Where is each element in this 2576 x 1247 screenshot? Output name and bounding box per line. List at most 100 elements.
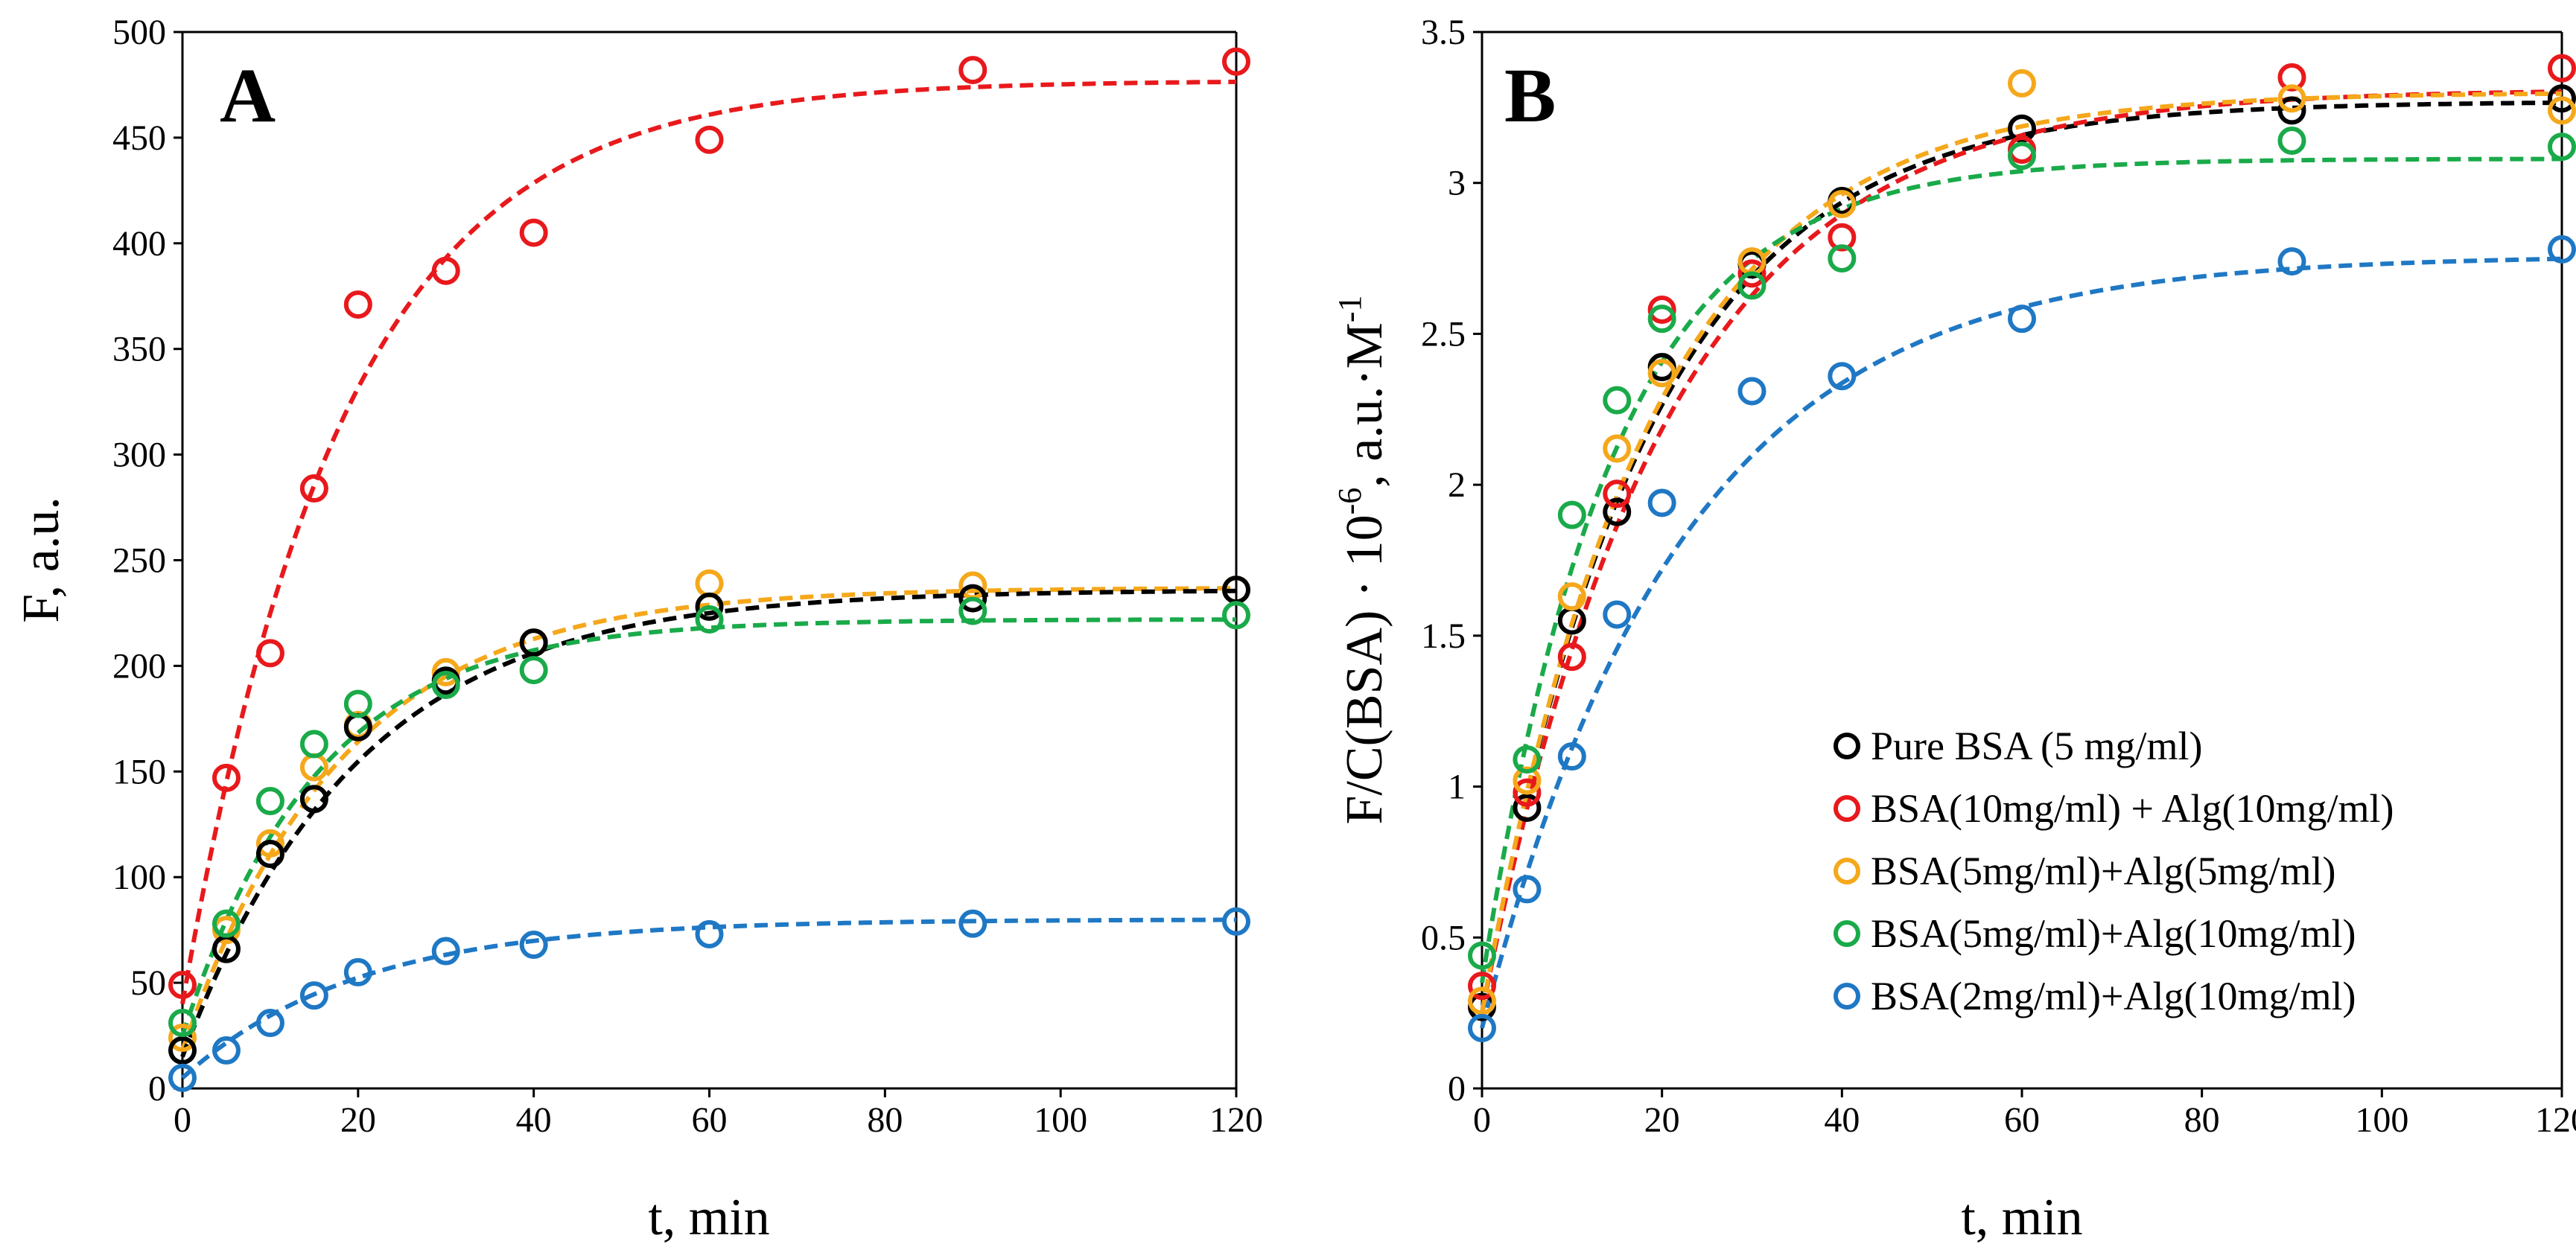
panel-a-point-bsa-10mg-ml-alg-10mg-ml-t90: [958, 56, 988, 85]
panel-a-point-bsa-2mg-ml-alg-10mg-ml-t30: [431, 937, 460, 966]
panel-b-x-axis-title: t, min: [1961, 1189, 2082, 1246]
panel-a-fit-curves: [180, 80, 1237, 1080]
panel-a-point-bsa-5mg-ml-alg-5mg-ml-t30: [431, 657, 460, 686]
panel-a-point-bsa-5mg-ml-alg-10mg-ml-t0: [168, 1009, 197, 1038]
panel-b-point-bsa-5mg-ml-alg-10mg-ml-t10: [1557, 500, 1586, 529]
panel-a-point-bsa-2mg-ml-alg-10mg-ml-t15: [299, 981, 328, 1010]
panel-a-point-bsa-10mg-ml-alg-10mg-ml-t20: [343, 290, 372, 319]
panel-a-point-bsa-10mg-ml-alg-10mg-ml-t120: [1222, 47, 1250, 76]
panel-b-x-tick-label-0: 0: [1473, 1100, 1491, 1140]
panel-a-y-tick-label-50: 50: [130, 963, 166, 1003]
panel-a-y-tick-label-250: 250: [112, 541, 166, 581]
panel-b-point-bsa-5mg-ml-alg-10mg-ml-t15: [1603, 386, 1632, 415]
panel-a-x-tick-label-80: 80: [867, 1100, 903, 1140]
panel-a-x-axis-title: t, min: [648, 1189, 769, 1246]
panel-a-point-pure-bsa-5-mg-ml-t10: [255, 839, 284, 868]
panel-a-y-tick-label-450: 450: [112, 118, 166, 158]
panel-a-x-tick-label-20: 20: [340, 1100, 376, 1140]
panel-b-ticks: 0 20 40 60 80 100 120 0 0.5 1 1.5 2 2.5 3 3.5: [1421, 13, 2576, 1140]
panel-b-point-pure-bsa-5-mg-ml-t5: [1513, 793, 1542, 822]
panel-b-chart: 0 20 40 60 80 100 120 0 0.5 1 1.5 2 2.5 3 3.5 B t, min…: [1332, 13, 2576, 1246]
panel-a-point-bsa-5mg-ml-alg-10mg-ml-t120: [1222, 601, 1250, 630]
panel-a-point-bsa-2mg-ml-alg-10mg-ml-t90: [958, 909, 988, 938]
panel-a-y-tick-label-400: 400: [112, 224, 166, 264]
panel-a-point-bsa-2mg-ml-alg-10mg-ml-t10: [255, 1009, 284, 1038]
panel-b-x-tick-label-60: 60: [2004, 1100, 2040, 1140]
panel-a-point-bsa-5mg-ml-alg-10mg-ml-t15: [299, 730, 328, 759]
panel-a-fit-pure-bsa-5-mg-ml: [180, 588, 1236, 1058]
panel-a-point-bsa-2mg-ml-alg-10mg-ml-t120: [1222, 907, 1250, 936]
panel-b-point-bsa-5mg-ml-alg-10mg-ml-t120: [2548, 133, 2576, 162]
panel-a-x-tick-label-60: 60: [692, 1100, 728, 1140]
panel-a-point-bsa-5mg-ml-alg-10mg-ml-t30: [431, 670, 460, 699]
panel-b-x-tick-label-40: 40: [1824, 1100, 1860, 1140]
panel-b-point-bsa-5mg-ml-alg-5mg-ml-t15: [1603, 434, 1632, 463]
panel-b-point-bsa-2mg-ml-alg-10mg-ml-t0: [1468, 1013, 1496, 1042]
panel-b-point-bsa-5mg-ml-alg-5mg-ml-t10: [1557, 582, 1586, 611]
panel-b-x-tick-label-80: 80: [2184, 1100, 2220, 1140]
panel-b-y-tick-label-2: 2: [1448, 465, 1466, 505]
panel-b-point-bsa-10mg-ml-alg-10mg-ml-t0: [1468, 972, 1496, 1001]
panel-a-y-tick-label-200: 200: [112, 646, 166, 686]
panel-b-point-bsa-5mg-ml-alg-10mg-ml-t20: [1647, 304, 1676, 334]
panel-a-point-pure-bsa-5-mg-ml-t40: [519, 628, 548, 657]
panel-a-point-bsa-10mg-ml-alg-10mg-ml-t0: [168, 970, 197, 999]
panel-a-point-bsa-10mg-ml-alg-10mg-ml-t30: [431, 256, 460, 285]
panel-b-y-tick-label-3-5: 3.5: [1421, 13, 1466, 52]
panel-b-fit-bsa-2mg-ml-alg-10mg-ml: [1480, 256, 2563, 1029]
panel-b-point-bsa-5mg-ml-alg-10mg-ml-t40: [1828, 244, 1857, 273]
panel-b-point-pure-bsa-5-mg-ml-t120: [2548, 84, 2576, 113]
legend-label-bsa-10mg-ml-alg-10mg-ml: BSA(10mg/ml) + Alg(10mg/ml): [1871, 786, 2394, 831]
panel-b-point-bsa-5mg-ml-alg-5mg-ml-t20: [1647, 359, 1676, 388]
panel-a-fit-bsa-5mg-ml-alg-10mg-ml: [180, 617, 1236, 1036]
panel-b-y-tick-label-0-5: 0.5: [1421, 918, 1466, 957]
panel-a-point-bsa-10mg-ml-alg-10mg-ml-t40: [519, 218, 548, 247]
panel-b-point-bsa-10mg-ml-alg-10mg-ml-t120: [2548, 54, 2576, 83]
legend-marker-bsa-5mg-ml-alg-10mg-ml: [1834, 920, 1860, 947]
panel-b-point-bsa-2mg-ml-alg-10mg-ml-t40: [1828, 362, 1857, 391]
panel-a-point-bsa-2mg-ml-alg-10mg-ml-t20: [343, 957, 372, 986]
panel-b-point-bsa-5mg-ml-alg-10mg-ml-t90: [2277, 126, 2306, 155]
panel-b-point-bsa-5mg-ml-alg-5mg-ml-t60: [2008, 68, 2036, 98]
panel-b-point-bsa-10mg-ml-alg-10mg-ml-t40: [1828, 223, 1857, 252]
panel-b-y-tick-label-2-5: 2.5: [1421, 314, 1466, 354]
panel-b-legend: Pure BSA (5 mg/ml) BSA(10mg/ml) + Alg(10m…: [1834, 724, 2394, 1018]
panel-a-fit-bsa-5mg-ml-alg-5mg-ml: [180, 586, 1237, 1051]
panel-a-point-bsa-5mg-ml-alg-10mg-ml-t5: [212, 909, 241, 938]
panel-a-y-tick-label-500: 500: [112, 13, 166, 52]
panel-b-y-axis-title-mid: , a.u.·M: [1336, 322, 1393, 488]
panel-a-y-tick-label-150: 150: [112, 752, 166, 791]
panel-b-y-tick-label-3: 3: [1448, 164, 1466, 203]
panel-b-point-bsa-5mg-ml-alg-5mg-ml-t40: [1828, 190, 1857, 219]
panel-a-fit-bsa-2mg-ml-alg-10mg-ml: [181, 917, 1236, 1080]
panel-b-y-axis-title-sup1: -6: [1332, 488, 1368, 515]
legend-marker-bsa-10mg-ml-alg-10mg-ml: [1834, 795, 1860, 822]
panel-a-point-bsa-5mg-ml-alg-5mg-ml-t60: [695, 569, 724, 598]
panel-b-point-pure-bsa-5-mg-ml-t60: [2008, 114, 2036, 143]
panel-a-point-bsa-10mg-ml-alg-10mg-ml-t10: [255, 639, 284, 668]
panel-a-point-bsa-5mg-ml-alg-10mg-ml-t20: [343, 689, 372, 718]
panel-b-point-bsa-5mg-ml-alg-10mg-ml-t30: [1737, 271, 1766, 300]
panel-a-point-bsa-5mg-ml-alg-10mg-ml-t60: [695, 605, 724, 634]
panel-a-point-bsa-2mg-ml-alg-10mg-ml-t0: [168, 1063, 197, 1092]
legend-label-bsa-5mg-ml-alg-5mg-ml: BSA(5mg/ml)+Alg(5mg/ml): [1871, 849, 2335, 893]
panel-b-point-bsa-5mg-ml-alg-10mg-ml-t5: [1513, 745, 1542, 774]
panel-a-fit-bsa-10mg-ml-alg-10mg-ml: [180, 80, 1236, 1005]
panel-b-y-axis-title-main: F/C(BSA) · 10: [1336, 514, 1393, 824]
panel-b-point-bsa-2mg-ml-alg-10mg-ml-t120: [2548, 235, 2576, 264]
panel-a-point-bsa-2mg-ml-alg-10mg-ml-t60: [695, 919, 724, 948]
panel-a-point-bsa-10mg-ml-alg-10mg-ml-t15: [299, 474, 328, 503]
panel-b-y-axis-title-sup2: -1: [1332, 295, 1368, 322]
panel-b-point-pure-bsa-5-mg-ml-t15: [1603, 497, 1632, 526]
panel-b-point-bsa-5mg-ml-alg-10mg-ml-t60: [2008, 141, 2036, 170]
panel-b-x-tick-label-120: 120: [2535, 1100, 2576, 1140]
panel-a-point-bsa-10mg-ml-alg-10mg-ml-t5: [212, 763, 241, 792]
legend-marker-bsa-2mg-ml-alg-10mg-ml: [1834, 983, 1860, 1010]
panel-b-fit-bsa-10mg-ml-alg-10mg-ml: [1480, 89, 2563, 1014]
panel-a-point-bsa-5mg-ml-alg-5mg-ml-t0: [168, 1023, 197, 1052]
panel-a-y-tick-label-300: 300: [112, 436, 166, 475]
panel-a-y-tick-label-0: 0: [148, 1069, 166, 1109]
panel-a-x-tick-label-0: 0: [174, 1100, 191, 1140]
panel-a-x-tick-label-120: 120: [1209, 1100, 1263, 1140]
